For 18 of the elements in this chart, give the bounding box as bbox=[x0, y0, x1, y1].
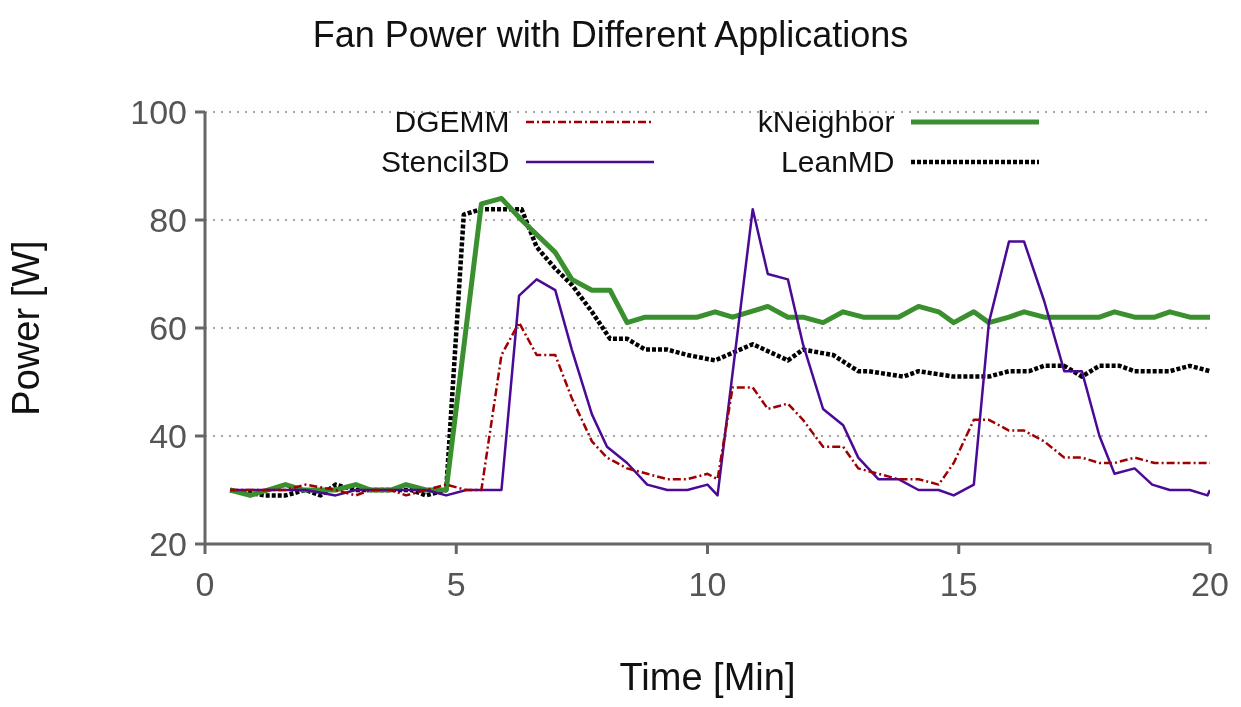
y-tick-label: 60 bbox=[149, 309, 187, 348]
x-tick-label: 5 bbox=[446, 565, 466, 604]
legend-label: DGEMM bbox=[394, 105, 510, 138]
y-tick-label: 20 bbox=[149, 525, 187, 564]
x-tick-label: 10 bbox=[688, 565, 727, 604]
x-tick-label: 20 bbox=[1191, 565, 1229, 604]
line-series bbox=[228, 321, 1210, 497]
chart-title: Fan Power with Different Applications bbox=[311, 14, 910, 56]
legend-label: LeanMD bbox=[781, 145, 895, 178]
x-axis-title: Time [Min] bbox=[619, 656, 796, 698]
legend-label: kNeighbor bbox=[757, 105, 895, 138]
y-tick-label: 40 bbox=[149, 417, 187, 456]
x-tick-label: 15 bbox=[939, 565, 978, 604]
y-tick-label: 100 bbox=[130, 93, 187, 132]
legend-label: Stencil3D bbox=[380, 145, 510, 179]
y-tick-label: 80 bbox=[149, 201, 187, 240]
x-tick-label: 0 bbox=[195, 565, 215, 604]
y-axis-title: Power [W] bbox=[5, 240, 48, 416]
